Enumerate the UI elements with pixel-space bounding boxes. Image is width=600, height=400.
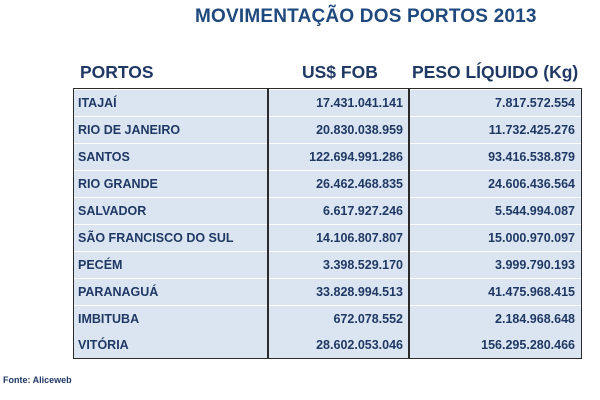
cell-usd-fob: 26.462.468.835 xyxy=(316,177,403,191)
cell-peso-liquido: 11.732.425.276 xyxy=(488,123,575,137)
cell-porto: PARANAGUÁ xyxy=(78,285,159,299)
ports-table: VITÓRIA 28.602.053.046 156.295.280.466 IMBI… xyxy=(73,88,582,359)
table-row: SÃO FRANCISCO DO SUL 14.106.807.807 15.000… xyxy=(74,224,581,251)
cell-peso-liquido: 41.475.968.415 xyxy=(488,285,575,299)
cell-porto: ITAJAÍ xyxy=(78,96,117,110)
cell-usd-fob: 14.106.807.807 xyxy=(316,231,403,245)
table-row: SANTOS 122.694.991.286 93.416.538.879 xyxy=(74,143,581,170)
cell-peso-liquido: 24.606.436.564 xyxy=(488,177,575,191)
cell-peso-liquido: 93.416.538.879 xyxy=(488,150,575,164)
column-divider xyxy=(408,89,410,358)
header-peso-liquido: PESO LÍQUIDO (Kg) xyxy=(412,62,579,82)
cell-usd-fob: 20.830.038.959 xyxy=(316,123,403,137)
cell-usd-fob: 28.602.053.046 xyxy=(316,338,403,352)
cell-porto: SALVADOR xyxy=(78,204,147,218)
table-row: PARANAGUÁ 33.828.994.513 41.475.968.415 xyxy=(74,278,581,305)
table-row: SALVADOR 6.617.927.246 5.544.994.087 xyxy=(74,197,581,224)
source-note: Fonte: Aliceweb xyxy=(3,375,72,385)
table-row: ITAJAÍ 17.431.041.141 7.817.572.554 xyxy=(74,89,581,116)
page-title: MOVIMENTAÇÃO DOS PORTOS 2013 xyxy=(195,6,537,27)
table-row: IMBITUBA 672.078.552 2.184.968.648 xyxy=(74,305,581,332)
cell-porto: VITÓRIA xyxy=(78,338,129,352)
table-row: VITÓRIA 28.602.053.046 156.295.280.466 xyxy=(74,332,581,359)
column-divider xyxy=(267,89,269,358)
table-row: RIO GRANDE 26.462.468.835 24.606.436.564 xyxy=(74,170,581,197)
cell-peso-liquido: 15.000.970.097 xyxy=(488,231,575,245)
cell-peso-liquido: 7.817.572.554 xyxy=(495,96,575,110)
cell-usd-fob: 672.078.552 xyxy=(333,312,403,326)
cell-porto: RIO GRANDE xyxy=(78,177,158,191)
cell-usd-fob: 122.694.991.286 xyxy=(309,150,403,164)
cell-porto: SANTOS xyxy=(78,150,130,164)
cell-peso-liquido: 3.999.790.193 xyxy=(495,258,575,272)
table-row: RIO DE JANEIRO 20.830.038.959 11.732.425.2… xyxy=(74,116,581,143)
table-row: PECÉM 3.398.529.170 3.999.790.193 xyxy=(74,251,581,278)
cell-porto: RIO DE JANEIRO xyxy=(78,123,181,137)
cell-peso-liquido: 2.184.968.648 xyxy=(495,312,575,326)
cell-porto: SÃO FRANCISCO DO SUL xyxy=(78,231,234,245)
cell-usd-fob: 6.617.927.246 xyxy=(323,204,403,218)
header-usd-fob: US$ FOB xyxy=(302,62,378,82)
cell-porto: PECÉM xyxy=(78,258,123,272)
cell-peso-liquido: 5.544.994.087 xyxy=(495,204,575,218)
cell-usd-fob: 33.828.994.513 xyxy=(316,285,403,299)
table-header: PORTOS US$ FOB PESO LÍQUIDO (Kg) xyxy=(0,62,600,84)
cell-porto: IMBITUBA xyxy=(78,312,140,326)
cell-peso-liquido: 156.295.280.466 xyxy=(481,338,575,352)
header-portos: PORTOS xyxy=(80,62,154,82)
cell-usd-fob: 3.398.529.170 xyxy=(323,258,403,272)
cell-usd-fob: 17.431.041.141 xyxy=(316,96,403,110)
